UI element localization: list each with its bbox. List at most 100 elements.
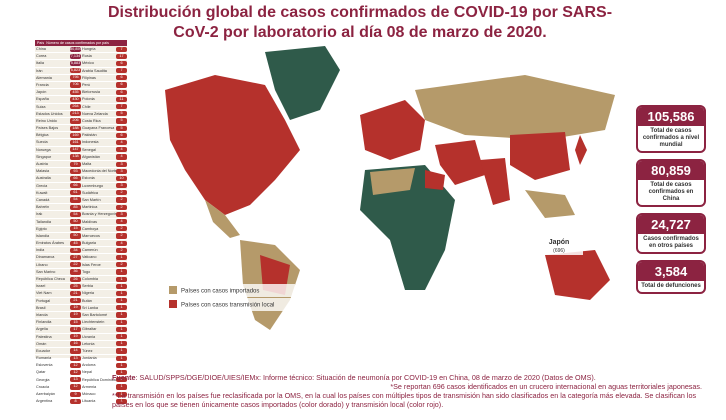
country: Azerbaiyán xyxy=(36,392,55,396)
table-row: Túnez 1 xyxy=(81,348,127,356)
country: Andorra xyxy=(82,363,96,368)
stat-value: 105,586 xyxy=(638,107,704,126)
country: Maldivas xyxy=(82,219,97,224)
table-row: Noruega 147 xyxy=(35,147,81,154)
case-count: 4 xyxy=(116,139,127,146)
country: Nueva Zelanda xyxy=(82,111,108,116)
country: Qatar xyxy=(36,370,46,375)
table-row: Países Bajos 188 xyxy=(35,125,81,133)
annotation-label: Japón xyxy=(549,239,570,246)
table-row: Australia 66 xyxy=(35,175,81,183)
country: Italia xyxy=(36,61,45,66)
country: Canadá xyxy=(36,197,50,202)
case-count: 36 xyxy=(70,269,81,275)
table-row: Bután 1 xyxy=(81,298,127,305)
region xyxy=(165,75,300,215)
table-row: República Dominicana1 xyxy=(81,377,127,384)
country: República Dominicana xyxy=(82,377,116,382)
stat-value: 24,727 xyxy=(638,215,704,234)
case-count: 2 xyxy=(116,247,127,253)
case-count: 2 xyxy=(116,190,127,196)
case-count: 54 xyxy=(70,211,81,217)
region xyxy=(205,200,240,238)
table-row: Finlandia 15 xyxy=(35,319,81,327)
case-count: 1 xyxy=(116,334,127,340)
table-row: Portugal 21 xyxy=(35,298,81,305)
country: Sri Lanka xyxy=(82,305,99,310)
region xyxy=(415,75,615,140)
case-count: 21 xyxy=(70,298,81,304)
case-count: 7,134 xyxy=(70,53,81,59)
country: San Marino xyxy=(36,269,56,274)
country: España xyxy=(36,97,49,102)
table-body: China 80,859 Corea 7,134 Italia 5,883 Irán 5,82… xyxy=(35,46,127,406)
country: Mónaco xyxy=(82,392,96,396)
table-row: Argentina 8 xyxy=(35,398,81,406)
region xyxy=(360,100,425,160)
country: Japón xyxy=(36,90,47,95)
case-count: 1 xyxy=(116,391,127,397)
case-count: 1 xyxy=(116,269,127,275)
case-count: 213 xyxy=(70,111,81,117)
country: Togo xyxy=(82,269,91,274)
case-count: 21 xyxy=(70,290,81,297)
table-row: Camboya 2 xyxy=(81,226,127,233)
case-count: 66 xyxy=(70,183,81,189)
case-count: 80,859 xyxy=(70,46,82,52)
country: Palestina xyxy=(36,334,52,339)
case-count: 3 xyxy=(116,211,127,217)
country: Israel xyxy=(36,284,46,289)
case-count: 2 xyxy=(116,197,127,203)
country: Líbano xyxy=(36,262,48,267)
footer: Fuente: SALUD/SPPS/DGE/DIOE/UIES/IEMx: I… xyxy=(112,373,702,409)
country: México xyxy=(82,61,95,66)
case-count: 1 xyxy=(116,348,127,354)
table-row: Guayana Francesa 5 xyxy=(81,125,127,133)
region xyxy=(545,250,610,300)
case-count: 430 xyxy=(70,96,81,102)
country: Emiratos Árabes xyxy=(36,241,65,246)
country: Perú xyxy=(82,82,91,87)
table-row: Senegal 4 xyxy=(81,147,127,154)
country: Gibraltar xyxy=(82,327,97,332)
table-row: Nepal 1 xyxy=(81,369,127,377)
case-count: 169 xyxy=(70,132,81,138)
country: Estados Unidos xyxy=(36,111,63,116)
table-row: Bélgica 169 xyxy=(35,132,81,140)
case-count: 10 xyxy=(116,175,127,182)
table-row: Brasil 19 xyxy=(35,305,81,312)
table-row: Togo 1 xyxy=(81,269,127,276)
source-text: : SALUD/SPPS/DGE/DIOE/UIES/IEMx: Informe… xyxy=(135,373,596,382)
table-row: Sri Lanka 1 xyxy=(81,305,127,312)
table-row: Serbia 1 xyxy=(81,283,127,291)
case-count: 6 xyxy=(116,60,127,67)
table-row: Bielorrusia 6 xyxy=(81,89,127,97)
stat-card: 80,859 Total de casos confirmados en Chin… xyxy=(636,159,706,207)
country: Malasia xyxy=(36,169,50,174)
table-row: San Bartolomé 1 xyxy=(81,312,127,320)
country: Armenia xyxy=(82,384,97,389)
country: Nigeria xyxy=(82,291,95,296)
country: Suiza xyxy=(36,104,46,109)
case-count: 6 xyxy=(116,89,127,95)
country: Tailandia xyxy=(36,219,51,224)
country: San Bartolomé xyxy=(82,312,108,317)
table-row: Costa Rica 5 xyxy=(81,118,127,126)
case-count: 5 xyxy=(116,125,127,131)
case-count: 1 xyxy=(116,283,127,289)
case-count: 54 xyxy=(70,197,81,203)
table-row: Corea 7,134 xyxy=(35,53,81,61)
table-row: San Marino 36 xyxy=(35,269,81,276)
table-row: Azerbaiyán 9 xyxy=(35,391,81,399)
case-count: 1 xyxy=(116,290,127,297)
legend-bg xyxy=(165,298,295,311)
country: Vaticano xyxy=(82,255,97,260)
case-count: 6 xyxy=(116,75,127,81)
case-count: 12 xyxy=(70,369,81,376)
table-row: China 80,859 xyxy=(35,46,82,54)
table-row: Eslovenia 12 xyxy=(35,362,81,370)
table-row: Qatar 12 xyxy=(35,369,81,377)
case-count: 3 xyxy=(116,168,127,174)
table-row: India 34 xyxy=(35,247,81,255)
country: Camboya xyxy=(82,226,99,231)
